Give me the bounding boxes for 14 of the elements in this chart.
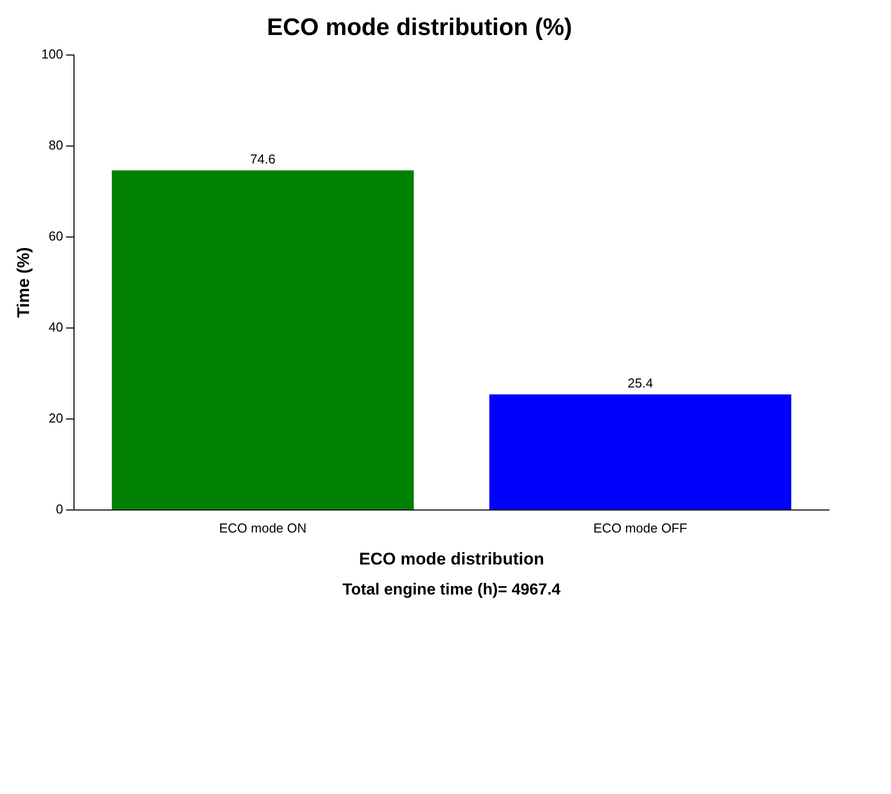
y-tick-label: 60 <box>48 228 64 244</box>
text: Total engine time (h)= 4967.4 <box>342 581 561 598</box>
chart-title: ECO mode distribution (%) <box>266 14 572 42</box>
data-label: 74.6 <box>250 152 276 166</box>
y-tick-label: 0 <box>56 502 64 517</box>
data-label: 25.4 <box>628 375 653 390</box>
x-tick-label: ECO mode ON <box>219 520 307 536</box>
x-tick-label: ECO mode OFF <box>593 520 688 536</box>
y-tick-label: 40 <box>48 320 64 334</box>
y-tick-label: 100 <box>41 46 64 62</box>
y-tick-label: 80 <box>48 137 64 152</box>
y-tick-label: 20 <box>48 410 64 426</box>
x-axis-title: ECO mode distribution <box>358 549 544 568</box>
y-axis-title: Time (%) <box>14 247 33 318</box>
